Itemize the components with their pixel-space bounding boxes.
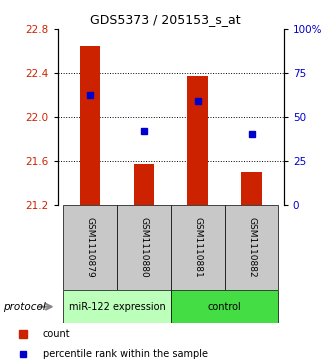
Bar <box>117 205 171 290</box>
Bar <box>80 45 100 205</box>
Bar <box>171 290 279 323</box>
Text: count: count <box>43 329 71 339</box>
Text: percentile rank within the sample: percentile rank within the sample <box>43 349 208 359</box>
Text: GSM1110882: GSM1110882 <box>247 217 256 278</box>
Text: GSM1110879: GSM1110879 <box>85 217 94 278</box>
Bar <box>225 205 279 290</box>
Bar <box>171 205 225 290</box>
Text: miR-122 expression: miR-122 expression <box>69 302 165 312</box>
Text: protocol: protocol <box>3 302 46 312</box>
Text: control: control <box>208 302 242 312</box>
Text: GDS5373 / 205153_s_at: GDS5373 / 205153_s_at <box>90 13 240 26</box>
Bar <box>63 205 117 290</box>
Bar <box>241 172 262 205</box>
Bar <box>187 76 208 205</box>
Text: GSM1110880: GSM1110880 <box>139 217 148 278</box>
Bar <box>63 290 171 323</box>
Text: GSM1110881: GSM1110881 <box>193 217 202 278</box>
Bar <box>134 164 154 205</box>
